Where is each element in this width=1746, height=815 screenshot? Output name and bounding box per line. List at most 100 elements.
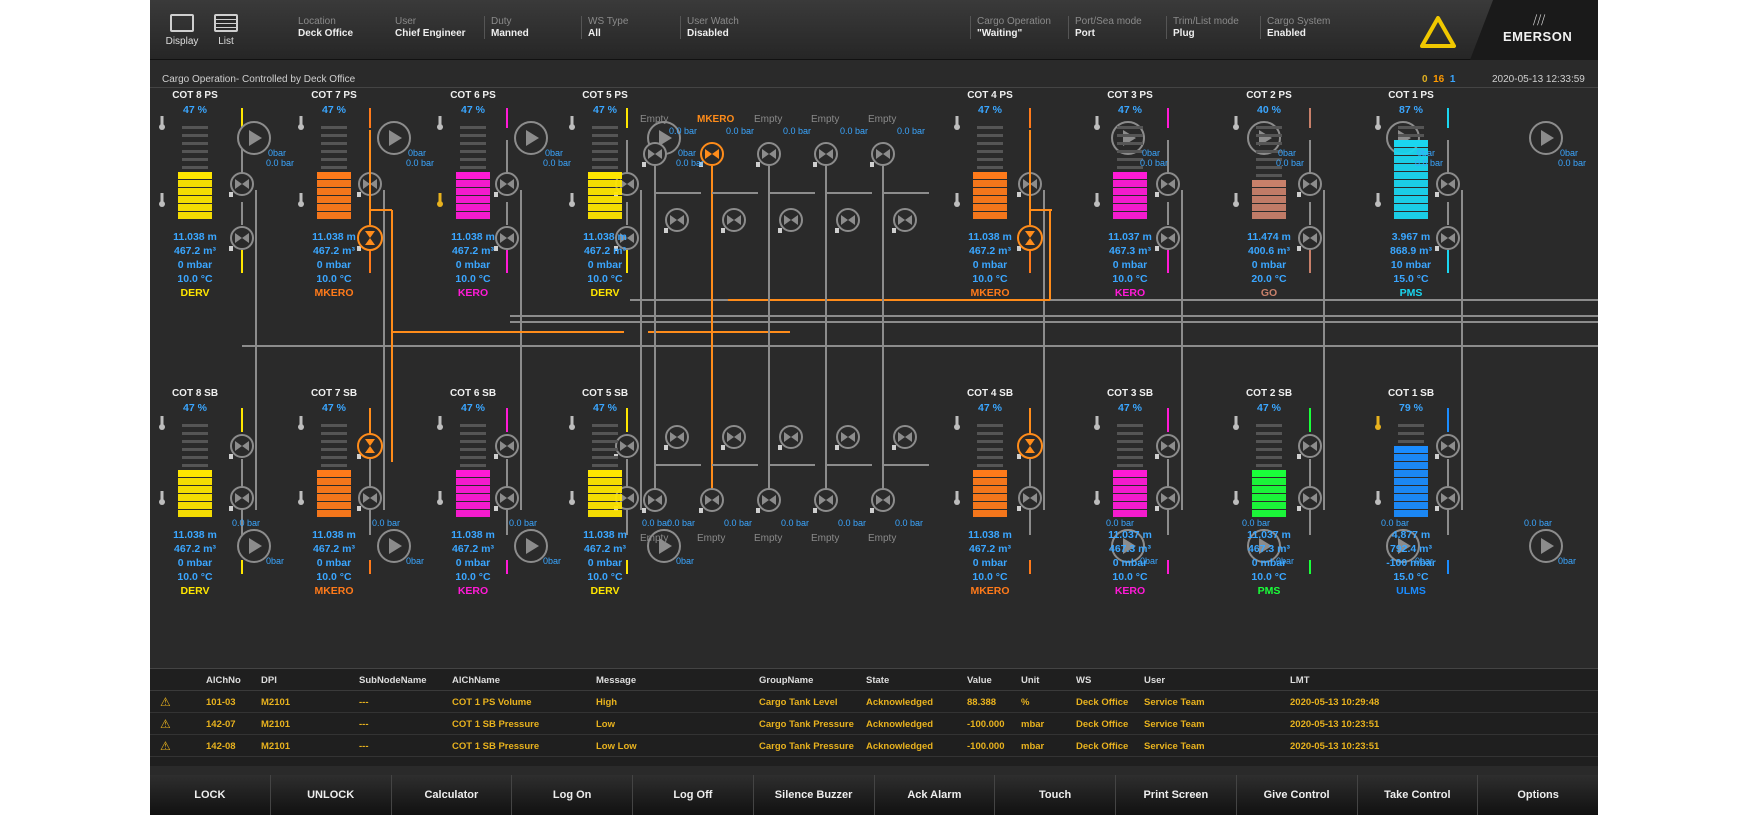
tank-product: KERO: [1114, 585, 1146, 597]
cargo-operation-field: Cargo Operation "Waiting": [970, 16, 1051, 39]
tank-fill-percent: 47 %: [183, 402, 207, 414]
tank-cot-5-sb[interactable]: COT 5 SB 47 % 11.038 m 467.2 m³ 0 mbar 1…: [565, 388, 645, 597]
print-screen-button[interactable]: Print Screen: [1116, 775, 1237, 815]
valve-icon[interactable]: [1017, 486, 1042, 511]
running-pump-icon[interactable]: [357, 433, 383, 459]
valve-icon[interactable]: [699, 488, 724, 513]
tank-cot-5-ps[interactable]: COT 5 PS 47 % 11.038 m 467.2 m³ 0 mbar 1…: [565, 90, 645, 299]
tank-cot-4-ps[interactable]: COT 4 PS 47 % 11.038 m 467.2 m³ 0 mbar 1…: [950, 90, 1030, 299]
log-off-button[interactable]: Log Off: [633, 775, 754, 815]
pump-icon[interactable]: [1111, 529, 1145, 563]
valve-icon[interactable]: [1155, 226, 1180, 251]
pump-icon[interactable]: [1529, 529, 1563, 563]
valve-icon[interactable]: [642, 488, 667, 513]
valve-icon[interactable]: [813, 488, 838, 513]
display-button[interactable]: Display: [160, 14, 204, 47]
tank-cot-6-ps[interactable]: COT 6 PS 47 % 11.038 m 467.2 m³ 0 mbar 1…: [433, 90, 513, 299]
valve-icon[interactable]: [664, 208, 689, 233]
valve-icon[interactable]: [813, 142, 838, 167]
valve-icon[interactable]: [229, 434, 254, 459]
valve-icon[interactable]: [892, 208, 917, 233]
valve-icon[interactable]: [1155, 486, 1180, 511]
unlock-button[interactable]: UNLOCK: [270, 775, 392, 815]
valve-icon[interactable]: [1435, 226, 1460, 251]
valve-icon[interactable]: [1435, 486, 1460, 511]
valve-icon[interactable]: [756, 142, 781, 167]
lock-button[interactable]: LOCK: [150, 775, 271, 815]
valve-icon[interactable]: [229, 172, 254, 197]
valve-icon[interactable]: [835, 208, 860, 233]
pump-icon[interactable]: [237, 529, 271, 563]
valve-icon[interactable]: [699, 142, 724, 167]
tank-cot-7-ps[interactable]: COT 7 PS 47 % 11.038 m 467.2 m³ 0 mbar 1…: [294, 90, 374, 299]
valve-icon[interactable]: [835, 425, 860, 450]
valve-icon[interactable]: [494, 434, 519, 459]
tank-cot-2-sb[interactable]: COT 2 SB 47 % 11.037 m 467.3 m³ 0 mbar 1…: [1229, 388, 1309, 597]
table-row[interactable]: ⚠ 142-07 M2101 --- COT 1 SB Pressure Low Cargo…: [150, 713, 1598, 735]
valve-icon[interactable]: [1297, 226, 1322, 251]
tank-cot-8-ps[interactable]: COT 8 PS 47 % 11.038 m 467.2 m³ 0 mbar 1…: [155, 90, 235, 299]
tank-cot-1-sb[interactable]: COT 1 SB 79 % 4.877 m 792.4 m³ -100 mbar…: [1371, 388, 1451, 597]
valve-icon[interactable]: [1155, 172, 1180, 197]
options-button[interactable]: Options: [1478, 775, 1598, 815]
tank-cot-4-sb[interactable]: COT 4 SB 47 % 11.038 m 467.2 m³ 0 mbar 1…: [950, 388, 1030, 597]
pump-icon[interactable]: [1247, 529, 1281, 563]
table-row[interactable]: ⚠ 101-03 M2101 --- COT 1 PS Volume High Cargo …: [150, 691, 1598, 713]
pump-icon[interactable]: [514, 121, 548, 155]
valve-icon[interactable]: [229, 226, 254, 251]
pump-icon[interactable]: [1529, 121, 1563, 155]
pump-icon[interactable]: [1386, 529, 1420, 563]
valve-icon[interactable]: [870, 142, 895, 167]
tank-cot-8-sb[interactable]: COT 8 SB 47 % 11.038 m 467.2 m³ 0 mbar 1…: [155, 388, 235, 597]
calculator-button[interactable]: Calculator: [391, 775, 513, 815]
tank-cot-3-ps[interactable]: COT 3 PS 47 % 11.037 m 467.3 m³ 0 mbar 1…: [1090, 90, 1170, 299]
valve-icon[interactable]: [778, 208, 803, 233]
alarm-warning-icon[interactable]: [1420, 16, 1456, 48]
valve-icon[interactable]: [229, 486, 254, 511]
valve-icon[interactable]: [892, 425, 917, 450]
take-control-button[interactable]: Take Control: [1357, 775, 1479, 815]
valve-icon[interactable]: [1155, 434, 1180, 459]
give-control-button[interactable]: Give Control: [1236, 775, 1358, 815]
tank-cot-6-sb[interactable]: COT 6 SB 47 % 11.038 m 467.2 m³ 0 mbar 1…: [433, 388, 513, 597]
list-button[interactable]: List: [204, 14, 248, 47]
log-on-button[interactable]: Log On: [512, 775, 633, 815]
pump-icon[interactable]: [647, 529, 681, 563]
valve-icon[interactable]: [642, 142, 667, 167]
tank-cot-7-sb[interactable]: COT 7 SB 47 % 11.038 m 467.2 m³ 0 mbar 1…: [294, 388, 374, 597]
valve-icon[interactable]: [721, 425, 746, 450]
valve-icon[interactable]: [756, 488, 781, 513]
valve-icon[interactable]: [614, 226, 639, 251]
tank-temperature: 10.0 °C: [177, 273, 213, 285]
valve-icon[interactable]: [1435, 172, 1460, 197]
valve-icon[interactable]: [357, 486, 382, 511]
valve-icon[interactable]: [870, 488, 895, 513]
valve-icon[interactable]: [614, 434, 639, 459]
tank-cot-1-ps[interactable]: COT 1 PS 87 % 3.967 m 868.9 m³ 10 mbar 1…: [1371, 90, 1451, 299]
running-pump-icon[interactable]: [1017, 433, 1043, 459]
silence-buzzer-button[interactable]: Silence Buzzer: [753, 775, 875, 815]
valve-icon[interactable]: [1435, 434, 1460, 459]
table-row[interactable]: ⚠ 142-08 M2101 --- COT 1 SB Pressure Low Low C…: [150, 735, 1598, 757]
touch-button[interactable]: Touch: [995, 775, 1116, 815]
valve-icon[interactable]: [1297, 486, 1322, 511]
valve-icon[interactable]: [494, 226, 519, 251]
running-pump-icon[interactable]: [357, 225, 383, 251]
alarm-counters[interactable]: 0 16 1: [1422, 74, 1455, 85]
running-pump-icon[interactable]: [1017, 225, 1043, 251]
thermometer-icon: [1094, 193, 1100, 207]
tank-cot-3-sb[interactable]: COT 3 SB 47 % 11.037 m 467.3 m³ 0 mbar 1…: [1090, 388, 1170, 597]
pump-icon[interactable]: [237, 121, 271, 155]
pump-icon[interactable]: [377, 529, 411, 563]
valve-icon[interactable]: [1297, 172, 1322, 197]
valve-icon[interactable]: [494, 172, 519, 197]
tank-cot-2-ps[interactable]: COT 2 PS 40 % 11.474 m 400.6 m³ 0 mbar 2…: [1229, 90, 1309, 299]
valve-icon[interactable]: [494, 486, 519, 511]
valve-icon[interactable]: [778, 425, 803, 450]
valve-icon[interactable]: [1297, 434, 1322, 459]
pump-icon[interactable]: [377, 121, 411, 155]
ack-alarm-button[interactable]: Ack Alarm: [874, 775, 996, 815]
valve-icon[interactable]: [721, 208, 746, 233]
pump-icon[interactable]: [514, 529, 548, 563]
valve-icon[interactable]: [664, 425, 689, 450]
